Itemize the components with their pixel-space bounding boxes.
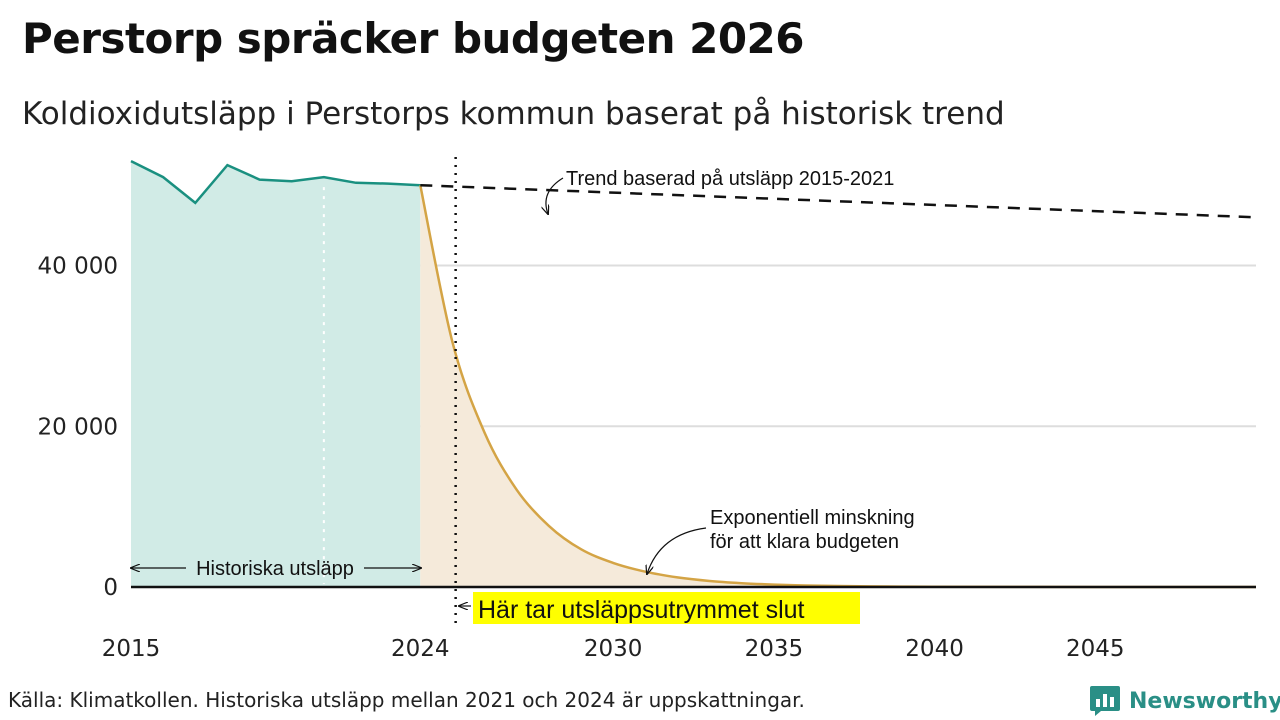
x-tick-label: 2030 [584,636,643,662]
y-axis-labels: 0 20 000 40 000 [38,254,118,601]
budget-end-annotation: Här tar utsläppsutrymmet slut [478,596,805,624]
x-tick-label: 2040 [905,636,964,662]
trend-annotation: Trend baserad på utsläpp 2015-2021 [566,168,894,190]
chart-title: Perstorp spräcker budgeten 2026 [22,14,805,63]
chart-subtitle: Koldioxidutsläpp i Perstorps kommun base… [22,96,1005,132]
brand-logo: Newsworthy [1089,684,1280,718]
exponential-annotation-arrow [647,527,707,574]
y-tick-label: 20 000 [38,414,118,440]
budget-end-highlight [473,592,860,624]
x-tick-label: 2015 [102,636,161,662]
exponential-annotation-line2: för att klara budgeten [710,531,899,553]
budget-reduction-area [420,185,1256,587]
x-tick-label: 2024 [391,636,450,662]
x-tick-label: 2045 [1066,636,1125,662]
newsworthy-logo-icon [1090,686,1120,716]
historical-emissions-line [130,159,421,205]
trend-line [420,183,1257,219]
historical-annotation: Historiska utsläpp [196,558,354,580]
y-tick-label: 0 [103,575,118,601]
brand-name: Newsworthy [1129,688,1280,714]
trend-annotation-arrow [546,177,564,214]
source-note: Källa: Klimatkollen. Historiska utsläpp … [8,688,805,712]
y-tick-label: 40 000 [38,254,118,280]
x-axis-labels: 2015 2024 2030 2035 2040 2045 [102,636,1125,662]
x-tick-label: 2035 [745,636,804,662]
historical-emissions-area [131,161,421,587]
exponential-annotation-line1: Exponentiell minskning [710,507,915,529]
